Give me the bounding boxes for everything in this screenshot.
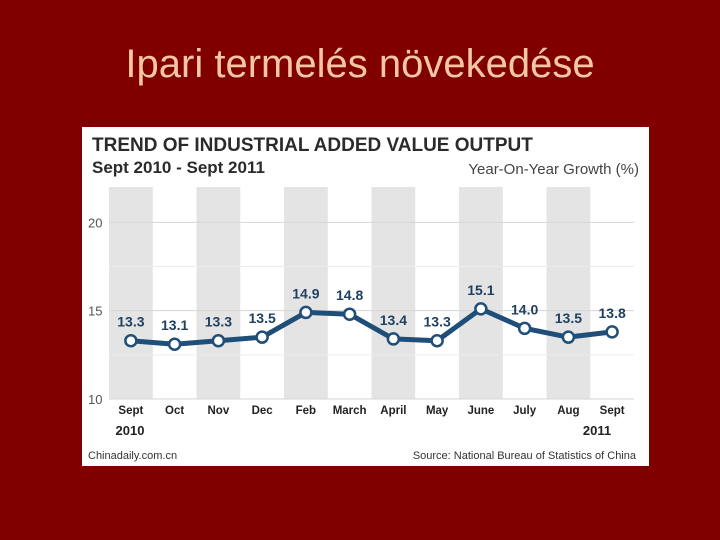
data-label: 13.5 [555,310,582,326]
column-band [196,187,241,399]
footer-source-site: Chinadaily.com.cn [88,450,177,462]
x-tick-label: Dec [252,405,274,417]
y-tick-label: 15 [88,304,102,319]
y-tick-label: 20 [88,215,102,230]
footer-data-source: Source: National Bureau of Statistics of… [413,450,637,462]
data-label: 14.8 [336,287,363,303]
data-point [605,325,619,339]
column-band [109,187,153,399]
data-label: 13.5 [249,310,276,326]
data-label: 13.3 [205,314,232,330]
data-label: 14.9 [292,285,319,301]
data-label: 13.3 [117,314,144,330]
x-tick-label: March [333,405,367,417]
data-point [474,302,488,316]
chart-frame: TREND OF INDUSTRIAL ADDED VALUE OUTPUT S… [82,127,649,466]
x-tick-label: June [467,405,494,417]
x-tick-label: April [380,405,406,417]
y-axis-ticks: 10 15 20 [88,215,102,407]
data-point [299,305,313,320]
data-label: 15.1 [467,282,494,298]
data-label: 13.4 [380,312,407,328]
slide-title: Ipari termelés növekedése [125,42,595,86]
data-point [211,333,226,348]
data-point [342,307,357,321]
x-tick-label: May [426,405,449,417]
y-tick-label: 10 [88,392,102,407]
column-band [546,187,591,399]
x-tick-label: Oct [165,405,184,417]
x-tick-label: July [513,405,537,417]
data-point [255,330,269,344]
data-label: 13.1 [161,317,188,333]
data-point [124,333,138,348]
x-tick-label: Sept [600,405,625,417]
chart-subtitle: Sept 2010 - Sept 2011 [92,158,265,177]
y-axis-label: Year-On-Year Growth (%) [468,161,639,178]
data-point [561,330,576,344]
chart-title: TREND OF INDUSTRIAL ADDED VALUE OUTPUT [92,135,533,156]
line-chart: TREND OF INDUSTRIAL ADDED VALUE OUTPUT S… [88,135,639,462]
year-start-label: 2010 [116,423,145,438]
x-tick-label: Feb [296,405,316,417]
series-line [128,306,615,347]
data-point [386,332,401,346]
x-axis-categories: Sept Oct Nov Dec Feb March April May June July Aug… [118,405,624,417]
year-end-label: 2011 [583,423,611,438]
data-point [430,333,444,348]
column-band [371,187,416,399]
data-point [167,337,182,351]
data-label: 13.3 [424,314,451,330]
x-tick-label: Nov [208,405,230,417]
data-label: 13.8 [599,305,626,321]
x-tick-label: Sept [118,405,143,417]
x-tick-label: Aug [557,405,579,417]
series-layer: 13.3 13.1 13.3 13.5 14.9 14.8 13.4 13.3 15.1 14.0… [117,282,626,351]
data-label: 14.0 [511,301,538,317]
data-point [517,321,532,336]
gridlines [109,221,634,400]
